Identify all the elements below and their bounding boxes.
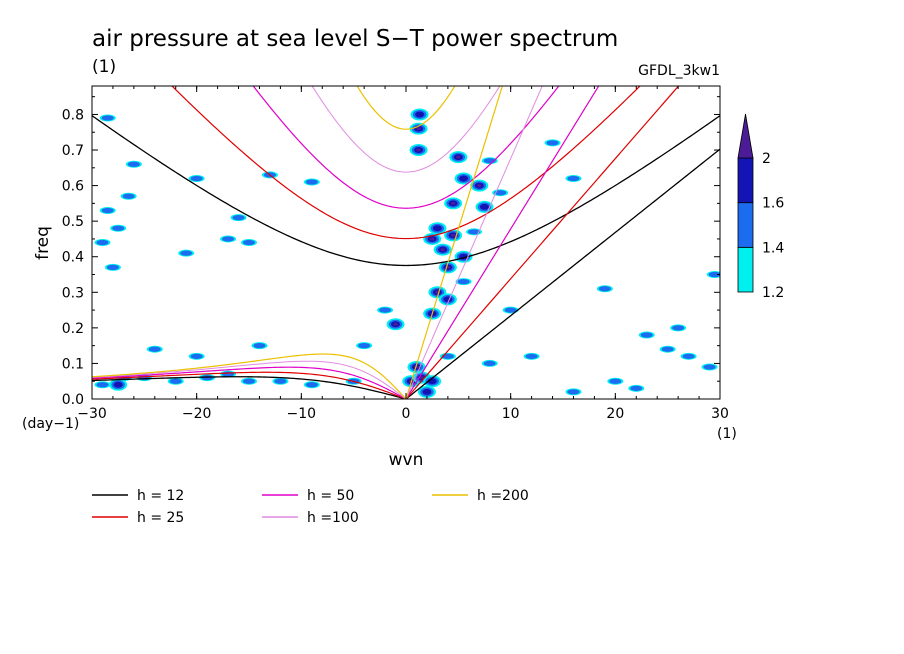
y-tick-label: 0.7	[62, 143, 84, 159]
colorbar-label: 2	[762, 151, 771, 167]
legend-label: h =200	[477, 488, 529, 504]
power-region	[128, 162, 140, 167]
power-region	[253, 343, 265, 348]
x-tick-label: 0	[402, 406, 411, 422]
power-region	[123, 194, 135, 199]
power-region	[567, 389, 579, 394]
power-region	[102, 115, 114, 120]
colorbar-segment	[738, 203, 753, 248]
power-region	[456, 156, 461, 159]
x-axis-unit: (1)	[717, 426, 737, 442]
chart-units-label: (1)	[92, 57, 116, 77]
x-tick-label: 30	[711, 406, 729, 422]
power-region	[416, 127, 421, 130]
power-region	[358, 343, 370, 348]
power-region	[180, 251, 192, 256]
power-region	[672, 325, 684, 330]
power-region	[599, 286, 611, 291]
y-tick-label: 0.4	[62, 250, 84, 266]
x-tick-label: −20	[182, 406, 212, 422]
power-region	[430, 237, 435, 240]
power-region	[547, 140, 559, 145]
y-tick-label: 0.2	[62, 321, 84, 337]
legend-label: h = 50	[307, 488, 354, 504]
chart-title: air pressure at sea level S−T power spec…	[92, 26, 618, 52]
y-tick-label: 0.1	[62, 356, 84, 372]
power-region	[458, 279, 470, 284]
x-tick-label: −10	[287, 406, 317, 422]
colorbar-arrow	[738, 114, 753, 158]
colorbar-segment	[738, 247, 753, 292]
colorbar-segment	[738, 158, 753, 203]
power-region	[641, 332, 653, 337]
power-region	[233, 215, 245, 220]
power-region	[274, 379, 286, 384]
y-tick-label: 0.0	[62, 392, 84, 408]
legend-label: h = 25	[137, 510, 184, 526]
power-region	[306, 179, 318, 184]
plot-area	[92, 0, 723, 399]
power-region	[416, 149, 421, 152]
x-tick-label: 10	[502, 406, 520, 422]
power-region	[526, 354, 538, 359]
power-region	[243, 240, 255, 245]
power-region	[191, 354, 203, 359]
y-axis-unit: (day−1)	[22, 416, 79, 432]
colorbar-label: 1.2	[762, 285, 784, 301]
legend-label: h = 12	[137, 488, 184, 504]
power-region	[630, 386, 642, 391]
power-region	[567, 176, 579, 181]
power-region	[662, 347, 674, 352]
power-region	[243, 379, 255, 384]
power-region	[170, 379, 182, 384]
power-region	[451, 202, 456, 205]
power-region	[443, 296, 452, 302]
power-region	[415, 111, 424, 117]
power-region	[440, 248, 445, 251]
power-region	[422, 389, 431, 395]
power-region	[96, 240, 108, 245]
power-region	[107, 265, 119, 270]
power-region	[451, 234, 456, 237]
y-tick-label: 0.8	[62, 107, 84, 123]
power-region	[149, 347, 161, 352]
power-region	[433, 225, 442, 231]
y-tick-label: 0.5	[62, 214, 84, 230]
power-region	[683, 354, 695, 359]
y-tick-label: 0.6	[62, 179, 84, 195]
power-region	[379, 307, 391, 312]
power-region	[477, 184, 482, 187]
power-region	[222, 236, 234, 241]
x-tick-label: −30	[77, 406, 107, 422]
power-region	[102, 208, 114, 213]
power-region	[459, 175, 468, 181]
power-region	[114, 382, 123, 388]
power-region	[306, 382, 318, 387]
power-region	[112, 226, 124, 231]
model-label: GFDL_3kw1	[638, 63, 720, 79]
power-region	[484, 361, 496, 366]
x-tick-label: 20	[606, 406, 624, 422]
spectrum-chart: air pressure at sea level S−T power spec…	[0, 0, 904, 654]
colorbar-label: 1.6	[762, 196, 784, 212]
legend: h = 12 h = 25 h = 50 h =100 h =200	[92, 488, 529, 526]
power-region	[393, 323, 398, 326]
power-region	[191, 176, 203, 181]
legend-label: h =100	[307, 510, 359, 526]
x-axis-label: wvn	[389, 450, 424, 470]
power-region	[480, 204, 489, 210]
colorbar-label: 1.4	[762, 240, 784, 256]
y-tick-label: 0.3	[62, 285, 84, 301]
y-axis-label: freq	[33, 226, 53, 260]
power-region	[96, 382, 108, 387]
power-region	[609, 379, 621, 384]
colorbar: 1.2 1.4 1.6 2	[738, 114, 784, 301]
power-region	[704, 364, 716, 369]
power-region	[222, 371, 234, 376]
